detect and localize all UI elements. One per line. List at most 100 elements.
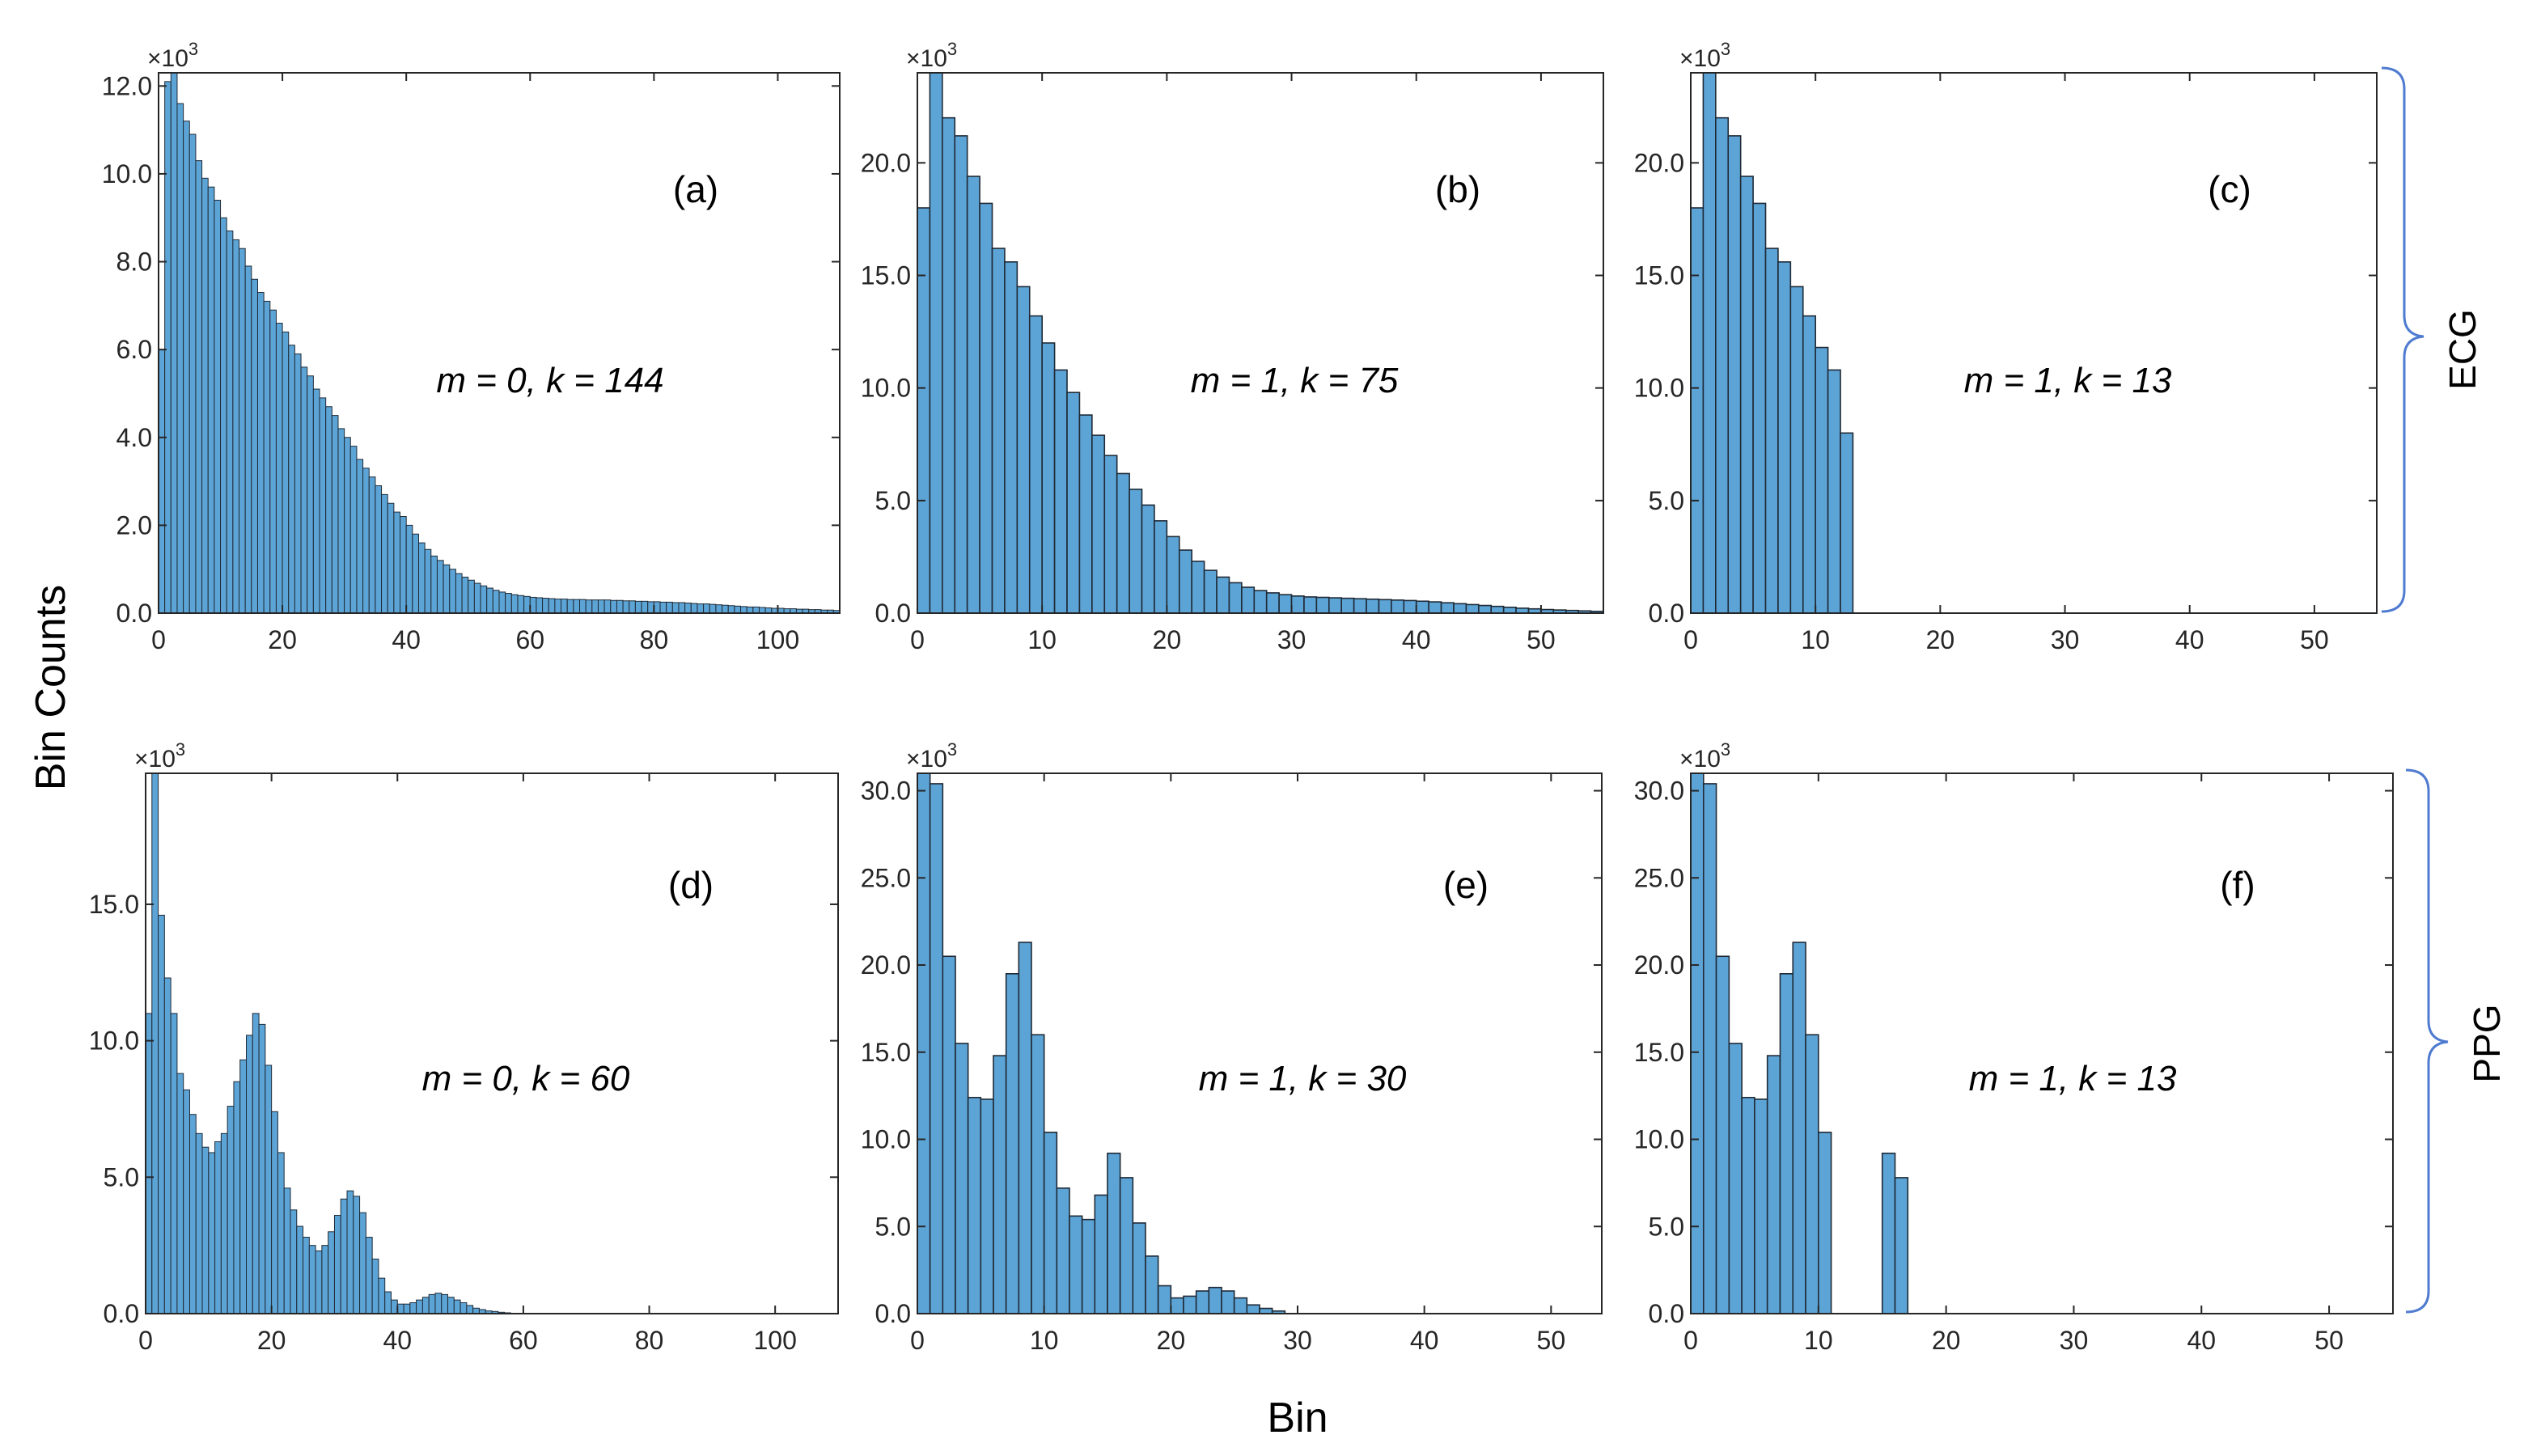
ecg-brace	[2381, 66, 2424, 613]
bar-d-52	[472, 1307, 480, 1314]
ytick-label-a-1: 2.0	[116, 510, 152, 540]
bar-d-16	[246, 1035, 253, 1314]
panel-f: 0 10 20 30 40 50 0.0 5.0 10.0 15.0 20.0 25.0 30.0 ×10…	[1634, 739, 2394, 1355]
ytick-label-b-0: 0.0	[875, 599, 911, 628]
bar-e-7	[1005, 973, 1020, 1314]
bar-d-12	[220, 1132, 228, 1314]
ytick-label-c-2: 10.0	[1634, 374, 1684, 403]
bar-d-49	[453, 1299, 461, 1314]
bar-a-34	[368, 476, 376, 614]
bar-e-26	[1246, 1304, 1260, 1314]
xtick-label-b-2: 20	[1153, 625, 1182, 654]
axes-box-e	[917, 772, 1603, 1314]
bar-b-11	[1053, 369, 1068, 614]
bar-c-6	[1764, 248, 1779, 614]
bar-e-13	[1081, 1218, 1096, 1314]
bar-a-77	[634, 600, 642, 614]
bar-a-21	[288, 345, 295, 614]
xtick-label-d-5: 100	[753, 1326, 796, 1355]
bar-b-26	[1241, 586, 1256, 614]
bar-c-11	[1827, 369, 1841, 614]
bar-f-8	[1792, 942, 1806, 1314]
multiplier-f: ×103	[1679, 739, 1730, 772]
bar-b-22	[1191, 561, 1205, 614]
bar-a-33	[362, 468, 370, 614]
bar-e-16	[1119, 1177, 1134, 1314]
bar-a-53	[486, 587, 493, 614]
bar-a-52	[480, 585, 488, 614]
bar-d-43	[416, 1299, 423, 1314]
bar-d-0	[145, 1013, 153, 1314]
ytick-label-a-2: 4.0	[116, 423, 152, 452]
multiplier-b: ×103	[906, 39, 957, 72]
bar-a-70	[591, 599, 599, 614]
bar-a-74	[616, 599, 624, 614]
bar-a-13	[239, 248, 246, 614]
ytick-label-c-4: 20.0	[1634, 148, 1684, 177]
bar-a-5	[188, 133, 197, 614]
xtick-label-e-0: 0	[910, 1326, 925, 1355]
ytick-label-f-5: 25.0	[1634, 863, 1684, 892]
bar-e-8	[1018, 942, 1032, 1314]
bar-d-5	[176, 1073, 184, 1314]
bar-d-26	[308, 1245, 316, 1314]
bar-a-46	[443, 564, 451, 614]
bar-a-11	[226, 231, 234, 614]
xtick-label-f-1: 10	[1804, 1326, 1833, 1355]
bar-f-5	[1754, 1098, 1768, 1314]
bar-b-43	[1453, 603, 1467, 614]
bar-b-18	[1141, 504, 1155, 614]
bar-e-17	[1132, 1222, 1146, 1314]
bar-a-50	[468, 579, 475, 614]
bar-a-27	[325, 406, 332, 614]
bar-a-73	[610, 599, 617, 614]
panel-label-b: (b)	[1435, 168, 1480, 210]
bar-a-72	[603, 599, 612, 614]
bar-a-93	[734, 605, 742, 614]
bar-d-32	[346, 1190, 354, 1314]
xtick-label-d-3: 60	[509, 1326, 538, 1355]
bar-a-41	[412, 533, 419, 614]
bar-b-9	[1028, 315, 1043, 614]
bar-d-22	[283, 1187, 291, 1314]
bar-a-39	[400, 516, 407, 614]
bar-a-62	[542, 598, 549, 614]
bar-a-87	[697, 603, 705, 614]
bar-c-0	[1690, 207, 1705, 614]
bar-b-10	[1041, 342, 1056, 614]
bar-e-18	[1145, 1255, 1159, 1314]
bar-a-23	[300, 366, 308, 614]
bar-a-61	[536, 597, 544, 614]
bar-a-51	[473, 582, 481, 614]
bar-a-31	[349, 446, 358, 614]
bar-b-33	[1328, 597, 1343, 614]
bar-f-7	[1779, 973, 1794, 1314]
ytick-label-c-3: 15.0	[1634, 261, 1684, 290]
xtick-label-a-0: 0	[151, 625, 166, 654]
bar-d-7	[188, 1114, 197, 1314]
bar-d-17	[252, 1013, 260, 1314]
bar-e-19	[1157, 1285, 1172, 1314]
bar-a-10	[220, 217, 227, 614]
bar-c-9	[1802, 315, 1816, 614]
bar-d-10	[208, 1152, 216, 1314]
bar-a-0	[158, 349, 166, 614]
axes-box-c	[1690, 72, 2378, 614]
bar-a-83	[671, 602, 680, 614]
bar-a-92	[727, 605, 735, 614]
bar-b-19	[1154, 520, 1168, 614]
bar-c-10	[1815, 346, 1829, 614]
bars-c	[1690, 72, 1854, 614]
bar-d-25	[303, 1237, 310, 1314]
bar-b-3	[954, 135, 968, 614]
annotation-c: m = 1, k = 13	[1964, 361, 2172, 400]
bar-a-35	[375, 485, 383, 614]
xtick-label-e-4: 40	[1410, 1326, 1439, 1355]
bar-d-39	[390, 1299, 398, 1314]
bar-e-1	[929, 783, 944, 1314]
bar-b-36	[1366, 598, 1380, 614]
panel-d: 0 20 40 60 80 100 0.0 5.0 10.0 15.0 ×103 (d) m = 0, …	[89, 739, 839, 1355]
ytick-label-d-2: 10.0	[89, 1026, 139, 1056]
bar-a-30	[344, 437, 351, 614]
